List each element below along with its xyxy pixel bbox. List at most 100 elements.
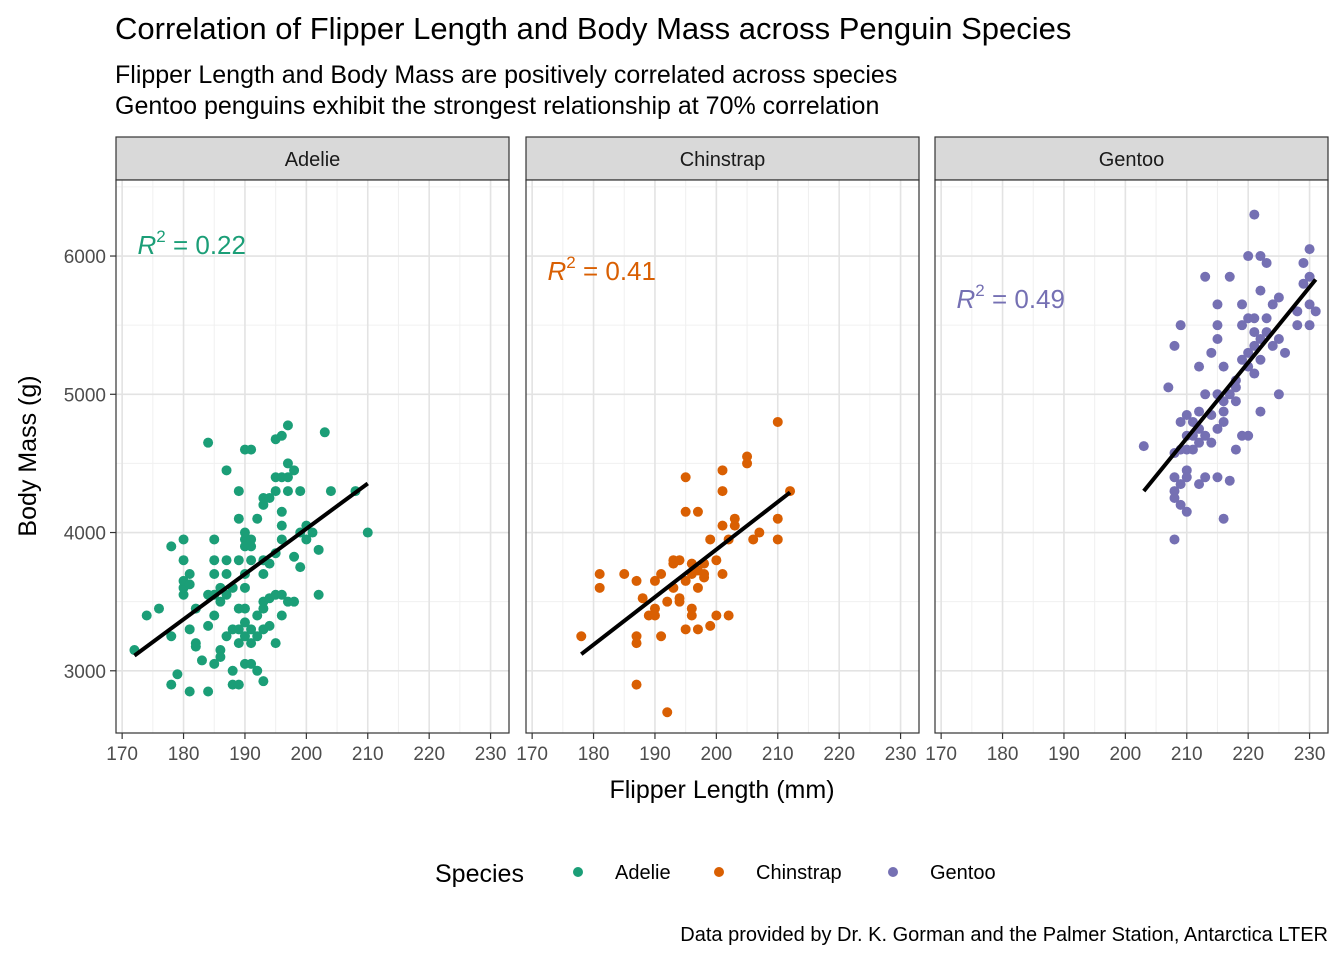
data-point-chinstrap — [649, 575, 660, 586]
data-point-adelie — [221, 631, 232, 642]
chart-caption: Data provided by Dr. K. Gorman and the P… — [680, 924, 1328, 946]
data-point-gentoo — [1212, 333, 1223, 344]
x-tick-label: 210 — [352, 744, 384, 765]
data-point-gentoo — [1292, 320, 1303, 331]
data-point-chinstrap — [680, 506, 691, 517]
data-point-adelie — [196, 655, 207, 666]
data-point-adelie — [252, 513, 263, 524]
data-point-chinstrap — [631, 679, 642, 690]
data-point-gentoo — [1206, 437, 1217, 448]
x-tick-label: 180 — [987, 744, 1019, 765]
chart-subtitle-line-1: Flipper Length and Body Mass are positiv… — [115, 61, 897, 89]
x-tick-label: 200 — [1110, 744, 1142, 765]
data-point-adelie — [313, 544, 324, 555]
data-point-chinstrap — [680, 575, 691, 586]
data-point-gentoo — [1163, 382, 1174, 393]
x-tick-label: 220 — [413, 744, 445, 765]
data-point-gentoo — [1212, 472, 1223, 483]
data-point-adelie — [209, 569, 220, 580]
data-point-adelie — [252, 610, 263, 621]
r-squared-exponent: 2 — [156, 227, 165, 246]
data-point-adelie — [166, 679, 177, 690]
data-point-adelie — [203, 620, 214, 631]
legend-title: Species — [435, 860, 524, 888]
data-point-gentoo — [1224, 271, 1235, 282]
legend-entry-gentoo: Gentoo — [888, 862, 996, 884]
data-point-chinstrap — [631, 631, 642, 642]
data-point-chinstrap — [576, 631, 587, 642]
data-point-gentoo — [1243, 251, 1254, 262]
data-point-chinstrap — [686, 610, 697, 621]
data-point-chinstrap — [649, 603, 660, 614]
panel-border — [525, 179, 920, 734]
data-point-gentoo — [1200, 389, 1211, 400]
data-point-chinstrap — [705, 534, 716, 545]
data-point-adelie — [215, 645, 226, 656]
data-point-gentoo — [1255, 285, 1266, 296]
data-point-gentoo — [1243, 347, 1254, 358]
x-axis-title: Flipper Length (mm) — [609, 776, 834, 804]
data-point-adelie — [313, 589, 324, 600]
data-point-chinstrap — [748, 534, 759, 545]
panel-background — [116, 180, 509, 733]
legend-key — [573, 867, 583, 877]
data-point-gentoo — [1273, 292, 1284, 303]
data-point-chinstrap — [674, 593, 685, 604]
data-point-gentoo — [1267, 299, 1278, 310]
panel-background — [526, 180, 919, 733]
y-tick-label: 5000 — [64, 385, 106, 406]
data-point-gentoo — [1298, 257, 1309, 268]
data-point-adelie — [227, 665, 238, 676]
data-point-adelie — [233, 624, 244, 635]
data-point-gentoo — [1267, 340, 1278, 351]
x-tick-label: 170 — [516, 744, 548, 765]
data-point-adelie — [295, 562, 306, 573]
y-axis-title: Body Mass (g) — [14, 375, 42, 536]
data-point-adelie — [221, 589, 232, 600]
data-point-gentoo — [1249, 368, 1260, 379]
data-point-gentoo — [1181, 506, 1192, 517]
data-point-gentoo — [1218, 361, 1229, 372]
data-point-adelie — [289, 551, 300, 562]
data-point-adelie — [141, 610, 152, 621]
r-squared-symbol: R — [547, 256, 566, 286]
data-point-gentoo — [1224, 475, 1235, 486]
data-point-adelie — [209, 555, 220, 566]
data-point-adelie — [258, 499, 269, 510]
data-point-gentoo — [1243, 430, 1254, 441]
data-point-gentoo — [1187, 444, 1198, 455]
data-point-adelie — [184, 579, 195, 590]
data-point-gentoo — [1255, 406, 1266, 417]
legend-label: Adelie — [615, 862, 671, 884]
data-point-gentoo — [1237, 320, 1248, 331]
data-point-chinstrap — [594, 569, 605, 580]
x-tick-label: 180 — [578, 744, 610, 765]
data-point-adelie — [215, 596, 226, 607]
data-point-adelie — [258, 603, 269, 614]
r-squared-value: = 0.22 — [166, 230, 246, 260]
data-point-adelie — [203, 437, 214, 448]
data-point-chinstrap — [692, 624, 703, 635]
data-point-adelie — [178, 555, 189, 566]
x-tick-label: 200 — [701, 744, 733, 765]
data-point-adelie — [252, 665, 263, 676]
data-point-adelie — [203, 686, 214, 697]
data-point-chinstrap — [662, 596, 673, 607]
data-point-adelie — [209, 610, 220, 621]
regression-line — [1142, 278, 1318, 493]
data-point-chinstrap — [772, 416, 783, 427]
data-point-chinstrap — [705, 620, 716, 631]
x-tick-label: 220 — [1232, 744, 1264, 765]
data-point-gentoo — [1255, 251, 1266, 262]
data-point-adelie — [258, 676, 269, 687]
data-point-chinstrap — [717, 486, 728, 497]
data-point-chinstrap — [711, 555, 722, 566]
data-point-adelie — [233, 555, 244, 566]
data-point-gentoo — [1175, 479, 1186, 490]
data-point-gentoo — [1249, 340, 1260, 351]
data-point-gentoo — [1304, 271, 1315, 282]
data-point-gentoo — [1206, 347, 1217, 358]
data-point-adelie — [264, 492, 275, 503]
